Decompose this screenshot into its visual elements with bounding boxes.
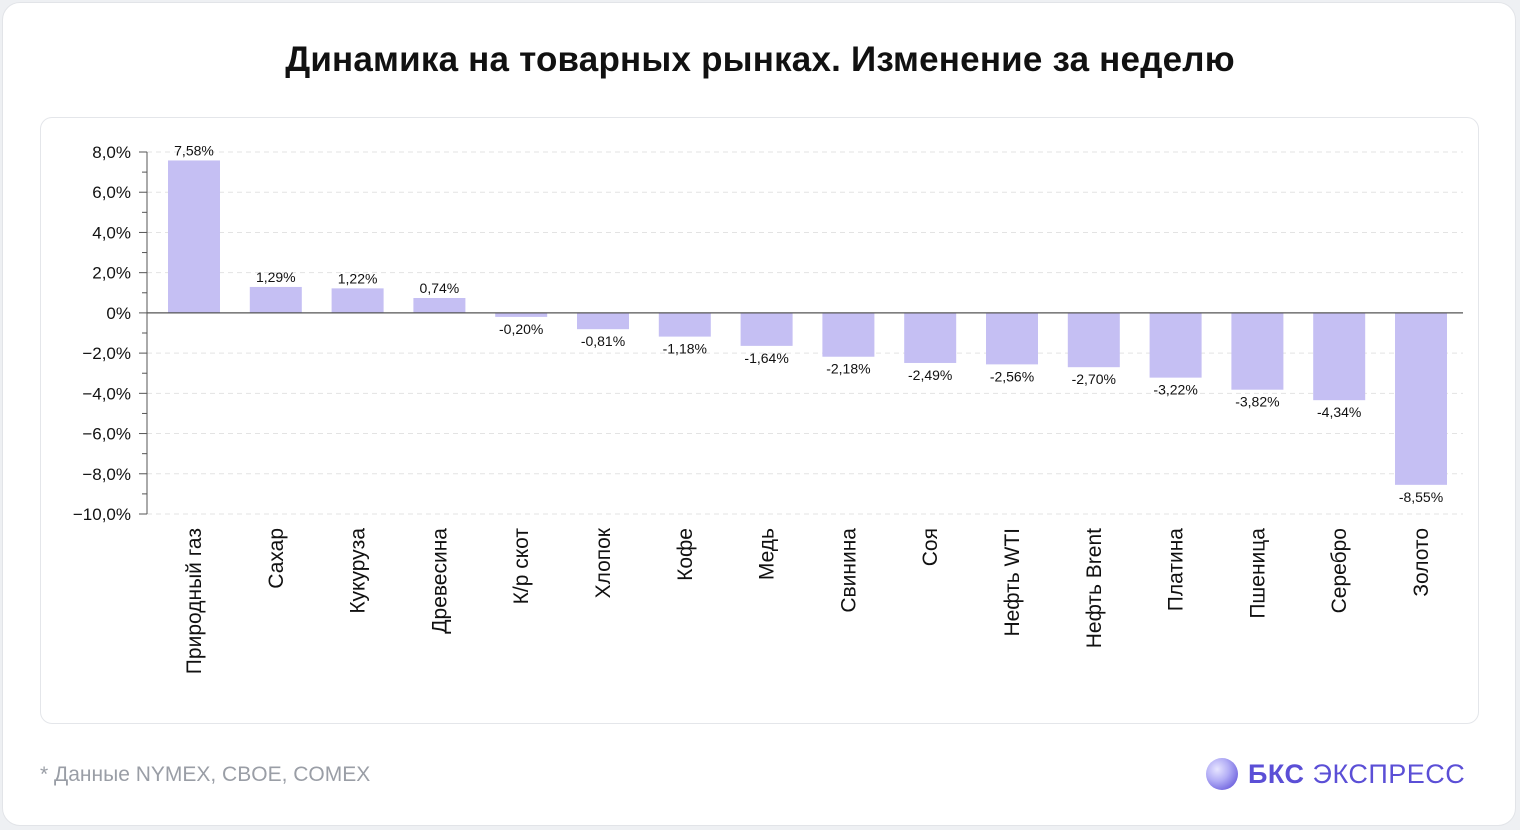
bar xyxy=(331,288,384,313)
x-tick-label: Пшеница xyxy=(1246,528,1269,619)
bar xyxy=(658,312,711,337)
data-label: -2,70% xyxy=(1072,371,1116,387)
bar xyxy=(168,160,220,313)
y-tick-label: 0% xyxy=(106,304,131,323)
sphere-logo-icon xyxy=(1206,758,1238,790)
chart-title: Динамика на товарных рынках. Изменение з… xyxy=(285,40,1235,79)
y-tick-label: 2,0% xyxy=(92,264,131,283)
x-tick-label: Нефть Brent xyxy=(1083,528,1106,648)
bar xyxy=(1231,312,1284,390)
y-tick-label: 6,0% xyxy=(92,183,131,202)
bar xyxy=(986,312,1038,365)
x-tick-label: К/р скот xyxy=(510,528,533,605)
bar xyxy=(740,312,793,346)
bar xyxy=(1067,312,1120,368)
data-label: -3,82% xyxy=(1235,394,1279,410)
data-label: 1,29% xyxy=(256,269,296,285)
data-label: 1,22% xyxy=(338,270,378,286)
y-tick-label: −8,0% xyxy=(82,465,131,484)
data-label: -0,20% xyxy=(499,321,543,337)
y-tick-label: −4,0% xyxy=(82,384,131,403)
bar xyxy=(904,312,957,363)
bar xyxy=(495,312,548,317)
brand-logo: БКС ЭКСПРЕСС xyxy=(1206,757,1465,791)
x-tick-label: Кофе xyxy=(674,528,697,581)
x-tick-label: Соя xyxy=(919,528,942,566)
bar xyxy=(1149,312,1202,378)
data-label: -2,56% xyxy=(990,368,1034,384)
x-tick-label: Древесина xyxy=(428,528,451,634)
x-tick-label: Платина xyxy=(1165,528,1188,612)
data-label: -1,18% xyxy=(663,341,707,357)
bar xyxy=(822,312,875,357)
x-tick-label: Нефть WTI xyxy=(1001,528,1024,637)
y-tick-label: 4,0% xyxy=(92,223,131,242)
data-label: 7,58% xyxy=(174,142,214,158)
data-label: -2,18% xyxy=(826,361,870,377)
x-tick-label: Медь xyxy=(756,528,779,580)
x-tick-label: Кукуруза xyxy=(347,528,370,614)
x-tick-label: Природный газ xyxy=(183,528,206,674)
data-label: -2,49% xyxy=(908,367,952,383)
y-tick-label: −6,0% xyxy=(82,425,131,444)
data-label: -4,34% xyxy=(1317,404,1361,420)
brand-name: БКС ЭКСПРЕСС xyxy=(1248,759,1465,790)
chart-panel xyxy=(40,117,1479,724)
data-label: -3,22% xyxy=(1153,382,1197,398)
y-tick-label: −2,0% xyxy=(82,344,131,363)
x-tick-label: Серебро xyxy=(1328,528,1351,613)
bar xyxy=(249,286,302,313)
bar xyxy=(577,312,629,330)
bar xyxy=(1313,312,1366,401)
footnote: * Данные NYMEX, CBOE, COMEX xyxy=(40,763,371,786)
data-label: -8,55% xyxy=(1399,489,1443,505)
y-tick-label: 8,0% xyxy=(92,143,131,162)
brand-name-bold: БКС xyxy=(1248,758,1305,789)
x-tick-label: Свинина xyxy=(837,528,860,613)
bar xyxy=(413,298,466,313)
x-tick-label: Золото xyxy=(1410,528,1433,597)
y-tick-label: −10,0% xyxy=(73,505,131,524)
x-tick-label: Хлопок xyxy=(592,527,615,598)
x-tick-label: Сахар xyxy=(265,528,288,589)
data-label: -1,64% xyxy=(744,350,788,366)
data-label: 0,74% xyxy=(420,280,460,296)
brand-name-thin: ЭКСПРЕСС xyxy=(1312,758,1466,789)
data-label: -0,81% xyxy=(581,333,625,349)
bar xyxy=(1395,312,1447,485)
